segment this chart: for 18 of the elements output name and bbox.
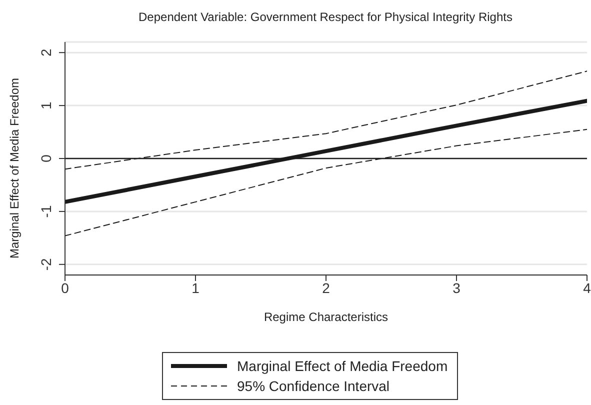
line-series xyxy=(65,70,587,170)
x-tick-label: 1 xyxy=(192,280,200,296)
x-tick-label: 2 xyxy=(322,280,330,296)
y-axis-title: Marginal Effect of Media Freedom xyxy=(7,78,22,258)
y-tick-label: 0 xyxy=(38,154,54,162)
chart-title: Dependent Variable: Government Respect for Physical Integrity Rights xyxy=(138,10,514,24)
y-tick-label: 1 xyxy=(38,101,54,110)
y-tick-label: -1 xyxy=(38,205,54,218)
y-tick-label: 2 xyxy=(38,48,54,56)
legend-label: 95% Confidence Interval xyxy=(237,378,390,394)
legend-label: Marginal Effect of Media Freedom xyxy=(237,358,448,374)
x-tick-label: 0 xyxy=(61,280,70,296)
line-series xyxy=(65,98,587,204)
x-tick-label: 4 xyxy=(583,280,591,296)
x-tick-label: 3 xyxy=(452,280,461,296)
line-series xyxy=(65,128,587,236)
y-tick-label: -2 xyxy=(38,258,54,271)
x-axis-title: Regime Characteristics xyxy=(264,310,388,324)
